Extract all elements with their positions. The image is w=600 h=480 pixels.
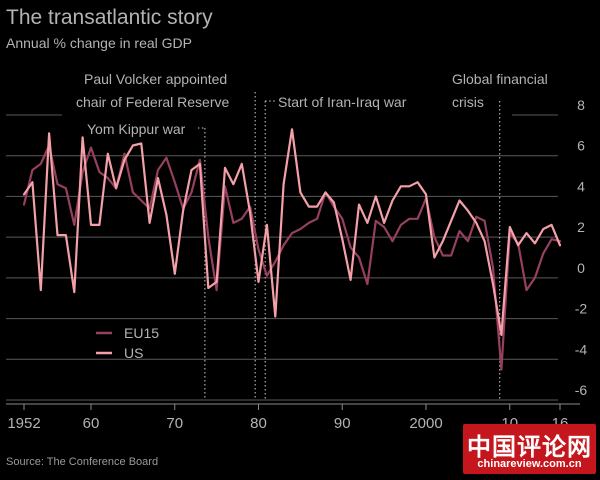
y-tick-label: 8 bbox=[577, 97, 585, 113]
watermark-text: 中国评论网 bbox=[467, 434, 592, 461]
x-tick-label: 1952 bbox=[7, 415, 40, 432]
watermark-url: chinareview.com.cn bbox=[477, 458, 582, 470]
watermark-logo: 中国评论网 chinareview.com.cn bbox=[463, 424, 596, 474]
y-tick-label: 4 bbox=[577, 178, 585, 194]
chart-subtitle: Annual % change in real GDP bbox=[6, 35, 192, 51]
series-line-us bbox=[22, 128, 562, 336]
annotation-label-yom-kippur: Yom Kippur war bbox=[87, 121, 186, 137]
source-note: Source: The Conference Board bbox=[6, 456, 159, 468]
y-tick-label: 2 bbox=[577, 219, 585, 235]
legend-label-us: US bbox=[124, 345, 143, 361]
x-tick-label: 80 bbox=[250, 415, 267, 432]
annotation-label-volcker-2: chair of Federal Reserve bbox=[76, 94, 230, 110]
annotation-label-financial-crisis-1: Global financial bbox=[452, 71, 548, 87]
x-tick-label: 70 bbox=[166, 415, 183, 432]
annotation-label-volcker-1: Paul Volcker appointed bbox=[84, 71, 227, 87]
annotation-label-financial-crisis-2: crisis bbox=[452, 94, 484, 110]
x-tick-label: 60 bbox=[83, 415, 100, 432]
y-tick-label: -6 bbox=[575, 382, 588, 398]
annotation-label-iran-iraq: Start of Iran-Iraq war bbox=[278, 94, 407, 110]
x-tick-label: 90 bbox=[334, 415, 351, 432]
y-tick-label: 6 bbox=[577, 138, 585, 154]
series-line-eu15 bbox=[22, 144, 562, 371]
y-tick-label: -2 bbox=[575, 301, 588, 317]
legend-label-eu15: EU15 bbox=[124, 325, 159, 341]
x-tick-label: 2000 bbox=[409, 415, 442, 432]
chart-title: The transatlantic story bbox=[6, 6, 213, 29]
y-tick-label: -4 bbox=[575, 341, 588, 357]
y-tick-label: 0 bbox=[577, 260, 585, 276]
